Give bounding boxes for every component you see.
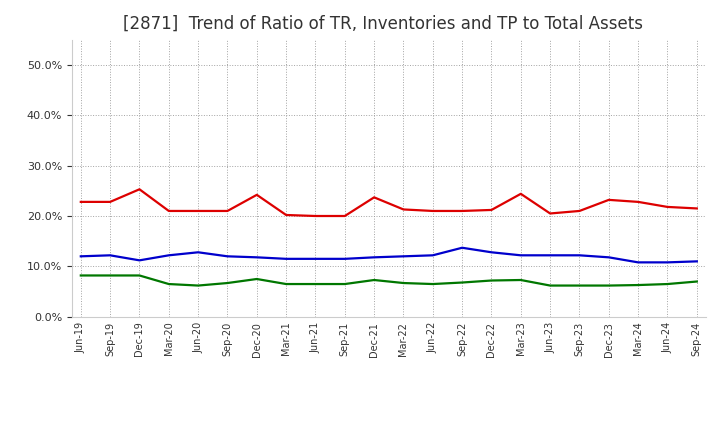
Inventories: [399, 254, 408, 259]
Trade Receivables: [575, 208, 584, 213]
Trade Payables: [605, 283, 613, 288]
Inventories: [428, 253, 437, 258]
Inventories: [253, 255, 261, 260]
Trade Receivables: [106, 199, 114, 205]
Trade Receivables: [458, 208, 467, 213]
Trade Receivables: [341, 213, 349, 219]
Inventories: [370, 255, 379, 260]
Line: Trade Receivables: Trade Receivables: [81, 189, 697, 216]
Trade Payables: [311, 282, 320, 287]
Trade Payables: [282, 282, 290, 287]
Trade Receivables: [223, 208, 232, 213]
Inventories: [663, 260, 672, 265]
Trade Receivables: [311, 213, 320, 219]
Inventories: [575, 253, 584, 258]
Trade Receivables: [253, 192, 261, 198]
Trade Payables: [663, 282, 672, 287]
Inventories: [135, 258, 144, 263]
Trade Payables: [487, 278, 496, 283]
Trade Payables: [135, 273, 144, 278]
Trade Receivables: [516, 191, 525, 197]
Trade Receivables: [546, 211, 554, 216]
Trade Receivables: [693, 206, 701, 211]
Line: Trade Payables: Trade Payables: [81, 275, 697, 286]
Trade Receivables: [487, 207, 496, 213]
Trade Payables: [399, 280, 408, 286]
Inventories: [311, 256, 320, 261]
Trade Receivables: [194, 208, 202, 213]
Line: Inventories: Inventories: [81, 248, 697, 262]
Inventories: [164, 253, 173, 258]
Inventories: [458, 245, 467, 250]
Inventories: [634, 260, 642, 265]
Trade Payables: [253, 276, 261, 282]
Text: [2871]  Trend of Ratio of TR, Inventories and TP to Total Assets: [2871] Trend of Ratio of TR, Inventories…: [122, 15, 643, 33]
Trade Payables: [76, 273, 85, 278]
Trade Receivables: [164, 208, 173, 213]
Inventories: [194, 249, 202, 255]
Inventories: [516, 253, 525, 258]
Trade Receivables: [605, 197, 613, 202]
Trade Payables: [546, 283, 554, 288]
Trade Payables: [223, 280, 232, 286]
Inventories: [223, 254, 232, 259]
Inventories: [605, 255, 613, 260]
Inventories: [487, 249, 496, 255]
Trade Payables: [164, 282, 173, 287]
Trade Payables: [428, 282, 437, 287]
Inventories: [546, 253, 554, 258]
Trade Payables: [370, 277, 379, 282]
Inventories: [693, 259, 701, 264]
Trade Payables: [693, 279, 701, 284]
Inventories: [282, 256, 290, 261]
Inventories: [106, 253, 114, 258]
Trade Receivables: [370, 195, 379, 200]
Trade Receivables: [135, 187, 144, 192]
Trade Payables: [634, 282, 642, 288]
Trade Receivables: [76, 199, 85, 205]
Inventories: [341, 256, 349, 261]
Trade Payables: [516, 277, 525, 282]
Trade Payables: [575, 283, 584, 288]
Trade Payables: [106, 273, 114, 278]
Trade Payables: [341, 282, 349, 287]
Trade Payables: [194, 283, 202, 288]
Trade Receivables: [282, 213, 290, 218]
Trade Payables: [458, 280, 467, 285]
Trade Receivables: [399, 207, 408, 212]
Trade Receivables: [428, 208, 437, 213]
Inventories: [76, 254, 85, 259]
Trade Receivables: [634, 199, 642, 205]
Trade Receivables: [663, 204, 672, 209]
